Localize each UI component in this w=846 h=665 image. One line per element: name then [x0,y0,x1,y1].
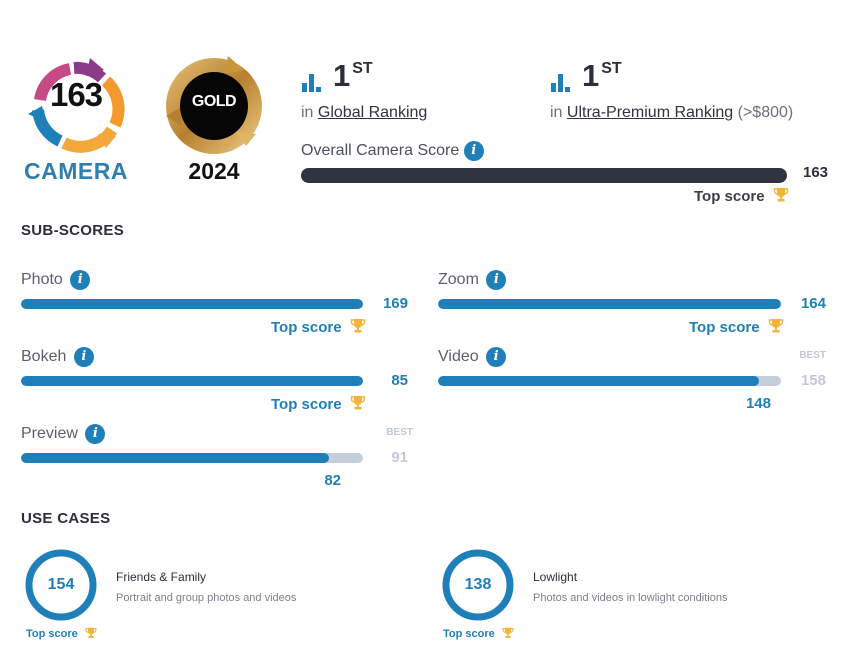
sub-score-video-bar [438,376,781,386]
segment-rank-number: 1 [582,58,600,93]
camera-label: CAMERA [24,158,128,184]
global-rank-number: 1 [333,58,351,93]
top-score-label: Top score [271,396,342,413]
best-tag: BEST [386,427,413,438]
trophy-icon [502,627,514,638]
sub-score-video-value: 148 [745,395,771,412]
overall-score-label: Overall Camera Score [301,142,460,160]
global-ranking-prefix: in [301,104,314,121]
sub-score-zoom-top: Top score [689,318,784,336]
sub-score-photo-value: 169 [382,295,408,312]
sub-score-photo-top: Top score [271,318,366,336]
sub-score-preview-best: 91 [391,449,408,466]
info-icon[interactable]: i [73,347,94,367]
overall-score-value: 163 [803,164,829,181]
sub-score-video-best: 158 [800,372,826,389]
trophy-icon [85,627,97,638]
sub-score-label: Preview [21,425,78,443]
sub-score-zoom-bar [438,299,781,309]
segment-price-range: (>$800) [737,104,794,121]
ranking-bars-icon [551,74,573,92]
overall-top-score: Top score [694,187,789,205]
use-case-friends-ring [25,549,97,621]
sub-score-preview-value: 82 [324,472,341,489]
global-rank-suffix: ST [352,60,373,77]
info-icon[interactable]: i [85,424,106,444]
use-case-friends-value: 154 [47,576,75,593]
use-case-friends-title: Friends & Family [116,570,207,584]
sub-score-bokeh-value: 85 [391,372,408,389]
overall-score-bar [301,168,787,183]
best-tag: BEST [799,350,826,361]
trophy-icon [350,319,365,333]
use-case-lowlight-title: Lowlight [533,570,578,584]
sub-score-zoom-value: 164 [800,295,826,312]
top-score-label: Top score [443,628,495,640]
sub-score-label: Photo [21,271,63,289]
badge-year: 2024 [188,158,240,184]
trophy-icon [768,319,783,333]
global-ranking-link[interactable]: Global Ranking [317,104,428,121]
segment-ranking-prefix: in [550,104,563,121]
use-cases-title: USE CASES [21,510,111,527]
sub-score-preview-bar [21,453,363,463]
top-score-label: Top score [271,319,342,336]
gold-award-badge [166,56,262,154]
segment-rank-suffix: ST [601,60,622,77]
sub-score-label: Video [438,348,479,366]
use-case-friends-top: Top score [26,627,97,640]
trophy-icon [773,188,788,202]
use-case-lowlight-value: 138 [464,576,492,593]
info-icon[interactable]: i [463,141,484,161]
sub-score-zoom-label-row: Zoom i [438,270,507,290]
sub-score-preview-label-row: Preview i [21,424,106,444]
segment-ranking-link[interactable]: Ultra-Premium Ranking [566,104,734,121]
top-score-label: Top score [694,188,765,205]
top-score-label: Top score [26,628,78,640]
ranking-bars-icon [302,74,324,92]
use-case-friends-desc: Portrait and group photos and videos [116,592,297,604]
info-icon[interactable]: i [70,270,91,290]
camera-score-value: 163 [49,76,103,113]
sub-scores-title: SUB-SCORES [21,222,125,239]
sub-score-bokeh-label-row: Bokeh i [21,347,94,367]
sub-score-video-label-row: Video i [438,347,507,367]
segment-rank: 1 ST [582,58,622,94]
info-icon[interactable]: i [486,347,507,367]
sub-score-photo-bar [21,299,363,309]
info-icon[interactable]: i [486,270,507,290]
trophy-icon [350,396,365,410]
sub-score-label: Zoom [438,271,479,289]
use-case-lowlight-ring [442,549,514,621]
camera-score-badge [28,58,125,153]
segment-ranking-line: in Ultra-Premium Ranking (>$800) [550,104,793,122]
use-case-lowlight-top: Top score [443,627,514,640]
global-ranking-line: in Global Ranking [301,104,427,122]
sub-score-bokeh-bar [21,376,363,386]
sub-score-photo-label-row: Photo i [21,270,91,290]
use-case-lowlight-desc: Photos and videos in lowlight conditions [533,592,728,604]
overall-score-label-row: Overall Camera Score i [301,141,484,161]
global-rank: 1 ST [333,58,373,94]
gold-badge-label: GOLD [191,93,237,110]
sub-score-bokeh-top: Top score [271,395,366,413]
top-score-label: Top score [689,319,760,336]
sub-score-label: Bokeh [21,348,67,366]
